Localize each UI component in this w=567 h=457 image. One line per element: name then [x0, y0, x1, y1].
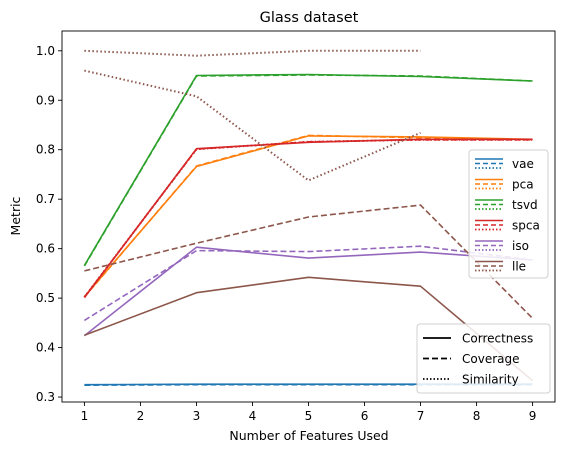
- x-tick-label: 1: [81, 409, 89, 423]
- x-tick-label: 9: [529, 409, 537, 423]
- series-lle-coverage: [84, 204, 534, 319]
- series-spca-coverage: [83, 139, 533, 298]
- y-tick-label: 1.0: [36, 44, 55, 58]
- series-lle-correctness: [84, 276, 534, 382]
- legend-metrics: Correctness Coverage Similarity: [416, 323, 551, 394]
- y-tick-label: 0.9: [36, 93, 55, 107]
- legend-label-vae: vae: [512, 157, 534, 171]
- legend-label-tsvd: tsvd: [512, 198, 538, 212]
- legend-label-iso: iso: [512, 239, 529, 253]
- y-tick-label: 0.6: [36, 242, 55, 256]
- legend-label-similarity: Similarity: [462, 373, 519, 387]
- legend-label-pca: pca: [512, 178, 534, 192]
- series-lle-similarity: [84, 69, 421, 182]
- x-tick-label: 8: [473, 409, 481, 423]
- x-tick-label: 7: [417, 409, 425, 423]
- y-tick-label: 0.5: [36, 291, 55, 305]
- axes: 1 2 3 4 5 6 7 8 9 0.3 0.4 0.5 0.6 0.7 0.8 0.9 1.0: [36, 30, 556, 423]
- legend-label-spca: spca: [512, 219, 540, 233]
- series-iso-correctness: [83, 246, 533, 337]
- legend-metrics-frame: [416, 323, 551, 394]
- x-tick-label: 4: [249, 409, 257, 423]
- x-tick-label: 2: [137, 409, 145, 423]
- legend-label-coverage: Coverage: [462, 352, 520, 366]
- series-pca-coverage: [83, 134, 533, 298]
- x-tick-label: 3: [193, 409, 201, 423]
- series-lle-similarity-upper: [84, 49, 421, 57]
- legend-methods: vae pca tsvd spca iso lle: [468, 149, 549, 279]
- legend-methods-frame: [468, 149, 549, 279]
- y-tick-label: 0.3: [36, 390, 55, 404]
- y-tick-label: 0.8: [36, 143, 55, 157]
- series-tsvd-coverage: [83, 74, 533, 267]
- legend-label-lle: lle: [512, 260, 526, 274]
- chart-title: Glass dataset: [260, 10, 359, 26]
- x-tick-label: 6: [361, 409, 369, 423]
- y-tick-label: 0.7: [36, 192, 55, 206]
- legend-label-correctness: Correctness: [462, 332, 533, 346]
- x-tick-label: 5: [305, 409, 313, 423]
- x-axis-label: Number of Features Used: [229, 428, 388, 443]
- series-iso-coverage: [83, 245, 533, 322]
- y-tick-label: 0.4: [36, 341, 55, 355]
- y-axis-label: Metric: [8, 196, 23, 235]
